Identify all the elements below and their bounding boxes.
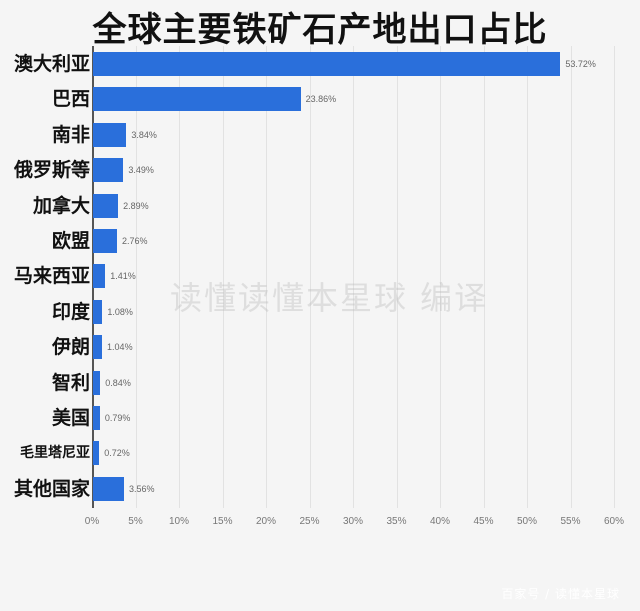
bar: [93, 299, 103, 324]
bar: [93, 52, 561, 76]
bar-row: 0.84%: [92, 370, 640, 395]
bar-row: 3.84%: [92, 122, 640, 147]
gridline: [570, 46, 572, 508]
gridline: [483, 46, 485, 508]
bar: [93, 406, 100, 430]
bar: [93, 87, 301, 112]
category-label: 其他国家: [13, 477, 90, 500]
bar-row: 1.04%: [92, 335, 640, 360]
gridline: [527, 46, 528, 508]
category-label: 印度: [51, 300, 90, 323]
x-tick-label: 45%: [473, 516, 494, 527]
value-label: 0.79%: [104, 413, 131, 423]
category-label: 马来西亚: [13, 265, 90, 288]
category-label: 毛里塔尼亚: [20, 445, 90, 462]
value-label: 2.76%: [122, 236, 148, 246]
gridline: [309, 46, 311, 508]
bar-row: 0.79%: [92, 406, 640, 430]
bar: [93, 370, 101, 395]
value-label: 0.72%: [104, 448, 130, 459]
bar-row: 2.89%: [92, 193, 640, 218]
gridline: [179, 46, 180, 508]
x-tick-label: 55%: [560, 516, 581, 527]
value-label: 3.84%: [131, 129, 157, 140]
category-label: 加拿大: [32, 194, 90, 217]
x-tick-label: 20%: [255, 516, 277, 527]
x-tick-label: 35%: [386, 516, 407, 527]
value-label: 1.08%: [107, 306, 133, 317]
x-tick-label: 25%: [299, 516, 320, 527]
gridline: [353, 46, 354, 508]
gridline: [440, 46, 441, 508]
value-label: 3.49%: [128, 165, 154, 176]
bar: [93, 158, 124, 183]
bar: [93, 193, 119, 218]
chart-title: 全球主要铁矿石产地出口占比: [92, 10, 548, 50]
x-tick-label: 40%: [429, 516, 451, 527]
gridline: [614, 46, 615, 508]
category-label: 欧盟: [51, 230, 90, 252]
bar: [93, 335, 103, 360]
x-tick-label: 30%: [342, 516, 364, 527]
bar-row: 53.72%: [92, 52, 640, 76]
gridline: [396, 46, 398, 508]
gridline: [135, 46, 137, 508]
x-tick-label: 10%: [168, 516, 190, 527]
bar: [93, 441, 100, 466]
value-label: 53.72%: [565, 59, 596, 69]
category-label: 伊朗: [51, 336, 90, 359]
category-label: 澳大利亚: [13, 53, 90, 75]
bar: [93, 229, 117, 253]
category-label: 智利: [51, 371, 90, 394]
value-label: 2.89%: [123, 200, 149, 211]
value-label: 3.56%: [128, 483, 155, 494]
x-tick-label: 15%: [212, 516, 233, 527]
category-label: 南非: [51, 123, 90, 146]
bar-row: 23.86%: [92, 87, 640, 112]
bar-row: 1.08%: [92, 299, 640, 324]
gridline: [222, 46, 224, 508]
x-tick-label: 60%: [603, 516, 625, 527]
watermark-corner: 百家号 / 读懂本星球: [501, 587, 620, 601]
category-label: 巴西: [51, 88, 90, 111]
value-label: 0.84%: [105, 377, 131, 388]
bar: [93, 476, 124, 501]
bar: [93, 122, 127, 147]
gridline: [266, 46, 267, 508]
x-tick-label: 0%: [84, 516, 100, 527]
x-tick-label: 5%: [128, 516, 143, 527]
bar-row: 0.72%: [92, 441, 640, 466]
x-tick-label: 50%: [516, 516, 538, 527]
bar-row: 3.49%: [92, 158, 640, 183]
category-label: 美国: [51, 407, 90, 429]
bar: [93, 264, 106, 289]
value-label: 23.86%: [305, 94, 337, 105]
category-label: 俄罗斯等: [13, 159, 90, 182]
watermark-center: 读懂读懂本星球 编译: [170, 279, 489, 317]
value-label: 1.41%: [110, 271, 136, 282]
bar-row: 1.41%: [92, 264, 640, 289]
bar-row: 3.56%: [92, 476, 640, 501]
bar-row: 2.76%: [92, 229, 640, 253]
value-label: 1.04%: [107, 342, 133, 353]
plot-area: 53.72% 23.86% 3.84% 3.49% 2.89% 2.76% 1.41% 1.0…: [92, 46, 640, 508]
